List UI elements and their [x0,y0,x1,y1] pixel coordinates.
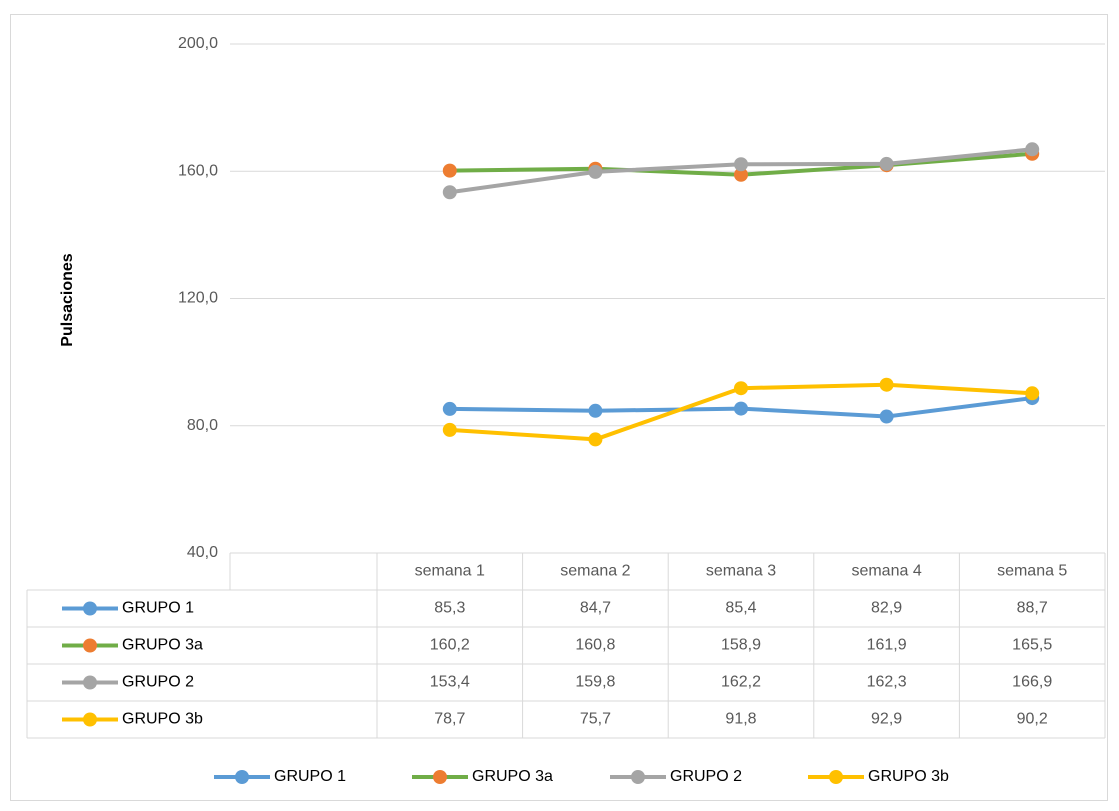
table-value: 162,2 [721,674,761,691]
y-tick-label: 200,0 [178,35,218,52]
data-point [879,377,894,392]
data-point [588,403,603,418]
data-point [1025,142,1040,157]
y-tick-label: 80,0 [187,417,218,434]
legend-marker [829,770,843,784]
y-tick-label: 40,0 [187,544,218,561]
legend-marker [631,770,645,784]
data-point [734,167,748,182]
data-point [1025,386,1040,401]
table-key-marker [83,675,97,690]
x-tick-label: semana 5 [997,563,1067,580]
legend-label: GRUPO 3a [472,768,553,785]
table-value: 153,4 [430,674,470,691]
data-point [588,432,603,447]
table-value: 162,3 [867,674,907,691]
table-key-marker [83,601,97,616]
data-point [734,157,748,172]
table-value: 85,3 [434,600,465,617]
x-tick-label: semana 3 [706,563,776,580]
data-point [879,156,894,171]
legend-marker [433,770,447,784]
table-value: 78,7 [434,711,465,728]
table-value: 160,2 [430,637,470,654]
legend-label: GRUPO 1 [274,768,346,785]
table-value: 159,8 [575,674,615,691]
data-point [442,401,457,416]
data-point [442,422,457,437]
data-point [879,409,894,424]
table-value: 165,5 [1012,637,1052,654]
y-tick-label: 120,0 [178,290,218,307]
table-key-label: GRUPO 3b [122,711,203,728]
table-value: 91,8 [725,711,756,728]
data-point [734,401,748,416]
data-point [442,185,457,200]
data-point [442,163,457,178]
table-key-marker [83,712,97,727]
x-tick-label: semana 4 [851,563,921,580]
table-value: 82,9 [871,600,902,617]
table-value: 166,9 [1012,674,1052,691]
table-value: 75,7 [580,711,611,728]
table-key-label: GRUPO 3a [122,637,203,654]
y-tick-label: 160,0 [178,162,218,179]
table-value: 161,9 [867,637,907,654]
table-value: 90,2 [1017,711,1048,728]
table-key-marker [83,638,97,653]
x-tick-label: semana 1 [415,563,485,580]
table-value: 85,4 [725,600,756,617]
chart-border [10,14,1108,801]
table-key-label: GRUPO 2 [122,674,194,691]
table-value: 88,7 [1017,600,1048,617]
data-point [588,164,603,179]
table-value: 92,9 [871,711,902,728]
table-value: 158,9 [721,637,761,654]
x-tick-label: semana 2 [560,563,630,580]
table-key-label: GRUPO 1 [122,600,194,617]
table-value: 84,7 [580,600,611,617]
table-value: 160,8 [575,637,615,654]
data-point [734,381,748,396]
legend-marker [235,770,249,784]
legend-label: GRUPO 2 [670,768,742,785]
legend-label: GRUPO 3b [868,768,949,785]
y-axis-title: Pulsaciones [59,253,76,346]
